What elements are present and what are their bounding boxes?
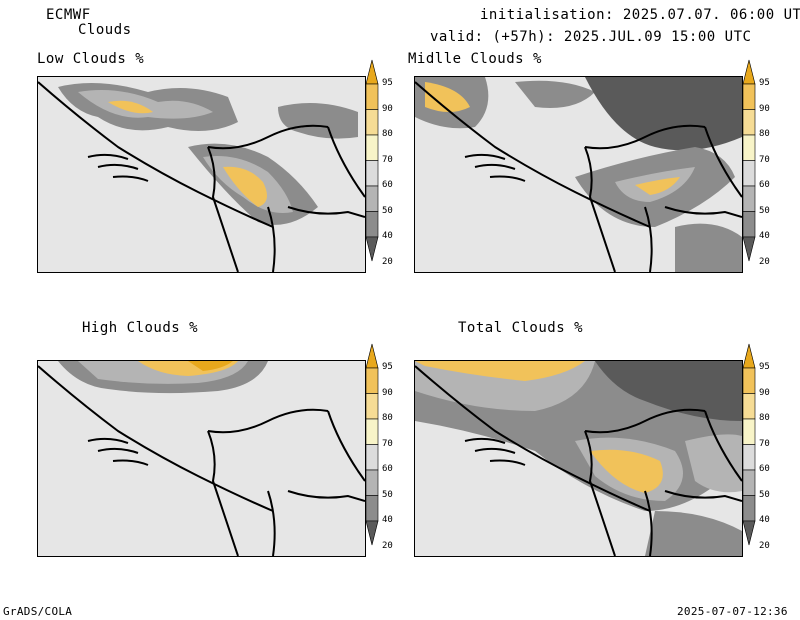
colorbar-level-label: 70 bbox=[382, 438, 393, 449]
colorbar-low: 95 90 80 70 60 50 40 20 bbox=[365, 59, 393, 267]
colorbar-segment bbox=[742, 59, 756, 85]
borders-high bbox=[38, 365, 365, 556]
colorbar-segment bbox=[742, 109, 756, 136]
borders-mid bbox=[415, 81, 742, 272]
colorbar-level-label: 95 bbox=[759, 78, 770, 88]
colorbar-level-label: 60 bbox=[382, 464, 393, 474]
colorbar-segment bbox=[742, 185, 756, 212]
map-mid-svg bbox=[415, 77, 742, 272]
colorbar-segment bbox=[742, 418, 756, 445]
colorbar-high: 95 90 80 70 60 50 40 20 bbox=[365, 343, 393, 551]
colorbar-segment bbox=[742, 83, 756, 110]
colorbar-segment bbox=[742, 520, 756, 546]
colorbar-level-label: 50 bbox=[759, 489, 770, 500]
colorbar-level-label: 40 bbox=[382, 515, 393, 525]
colorbar-segment bbox=[365, 343, 379, 369]
map-total-clouds bbox=[414, 360, 743, 557]
colorbar-level-label: 40 bbox=[382, 231, 393, 241]
colorbar-level-label: 40 bbox=[759, 231, 770, 241]
colorbar-level-label: 90 bbox=[382, 103, 393, 114]
colorbar-segment bbox=[365, 59, 379, 85]
footer-software: GrADS/COLA bbox=[3, 605, 73, 618]
panel-title-mid: Midlle Clouds % bbox=[408, 51, 542, 67]
cloud-field-total bbox=[415, 361, 742, 556]
colorbar-segment bbox=[365, 418, 379, 445]
colorbar-level-label: 20 bbox=[382, 540, 393, 551]
colorbar-segment bbox=[365, 185, 379, 212]
colorbar-segment bbox=[365, 109, 379, 136]
colorbar-level-label: 80 bbox=[759, 129, 770, 139]
colorbar-segment bbox=[365, 367, 379, 394]
colorbar-level-label: 50 bbox=[382, 205, 393, 216]
borders-low bbox=[38, 81, 365, 272]
colorbar-level-label: 60 bbox=[759, 464, 770, 474]
colorbar-level-label: 95 bbox=[382, 78, 393, 88]
panel-title-low: Low Clouds % bbox=[37, 51, 145, 67]
colorbar-mid: 95 90 80 70 60 50 40 20 bbox=[742, 59, 770, 267]
colorbar-level-label: 40 bbox=[759, 515, 770, 525]
map-low-clouds bbox=[37, 76, 366, 273]
footer-timestamp: 2025-07-07-12:36 bbox=[677, 605, 788, 618]
colorbar-segment bbox=[365, 393, 379, 420]
colorbar-level-label: 20 bbox=[382, 256, 393, 267]
colorbar-segment bbox=[742, 444, 756, 471]
colorbar-level-label: 80 bbox=[382, 413, 393, 423]
map-total-svg bbox=[415, 361, 742, 556]
colorbar-segment bbox=[742, 134, 756, 161]
colorbar-segment bbox=[742, 343, 756, 369]
colorbar-segment bbox=[365, 160, 379, 187]
colorbar-segment bbox=[365, 444, 379, 471]
colorbar-segment bbox=[365, 520, 379, 546]
colorbar-level-label: 20 bbox=[759, 256, 770, 267]
colorbar-segment bbox=[742, 495, 756, 522]
colorbar-total: 95 90 80 70 60 50 40 20 bbox=[742, 343, 770, 551]
colorbar-level-label: 90 bbox=[759, 387, 770, 398]
colorbar-level-label: 80 bbox=[382, 129, 393, 139]
colorbar-segment bbox=[365, 236, 379, 262]
valid-time: valid: (+57h): 2025.JUL.09 15:00 UTC bbox=[430, 29, 752, 45]
colorbar-level-label: 90 bbox=[759, 103, 770, 114]
cloud-field-mid bbox=[415, 77, 742, 272]
colorbar-level-label: 50 bbox=[759, 205, 770, 216]
colorbar-segment bbox=[365, 469, 379, 496]
map-low-svg bbox=[38, 81, 365, 272]
colorbar-level-label: 95 bbox=[382, 362, 393, 372]
colorbar-segment bbox=[742, 393, 756, 420]
colorbar-svg bbox=[365, 59, 379, 262]
colorbar-svg bbox=[742, 343, 756, 546]
colorbar-level-label: 90 bbox=[382, 387, 393, 398]
cloud-field-low bbox=[58, 83, 358, 225]
colorbar-segment bbox=[742, 211, 756, 238]
colorbar-level-label: 60 bbox=[382, 180, 393, 190]
colorbar-segment bbox=[365, 83, 379, 110]
colorbar-level-label: 60 bbox=[759, 180, 770, 190]
colorbar-segment bbox=[742, 160, 756, 187]
colorbar-level-label: 50 bbox=[382, 489, 393, 500]
colorbar-segment bbox=[365, 495, 379, 522]
map-mid-clouds bbox=[414, 76, 743, 273]
panel-title-high: High Clouds % bbox=[82, 320, 199, 336]
colorbar-svg bbox=[365, 343, 379, 546]
map-high-clouds bbox=[37, 360, 366, 557]
colorbar-segment bbox=[742, 236, 756, 262]
colorbar-level-label: 70 bbox=[382, 154, 393, 165]
colorbar-segment bbox=[365, 134, 379, 161]
borders-total bbox=[415, 365, 742, 556]
model-name: ECMWF bbox=[46, 7, 91, 23]
colorbar-svg bbox=[742, 59, 756, 262]
map-high-svg bbox=[38, 361, 365, 556]
cloud-field-high bbox=[58, 361, 268, 394]
colorbar-level-label: 70 bbox=[759, 438, 770, 449]
colorbar-segment bbox=[742, 469, 756, 496]
colorbar-level-label: 80 bbox=[759, 413, 770, 423]
init-time: initialisation: 2025.07.07. 06:00 UTC bbox=[480, 7, 800, 23]
colorbar-segment bbox=[365, 211, 379, 238]
colorbar-level-label: 20 bbox=[759, 540, 770, 551]
colorbar-level-label: 70 bbox=[759, 154, 770, 165]
panel-title-total: Total Clouds % bbox=[458, 320, 584, 336]
colorbar-level-label: 95 bbox=[759, 362, 770, 372]
product-name: Clouds bbox=[78, 22, 132, 38]
colorbar-segment bbox=[742, 367, 756, 394]
